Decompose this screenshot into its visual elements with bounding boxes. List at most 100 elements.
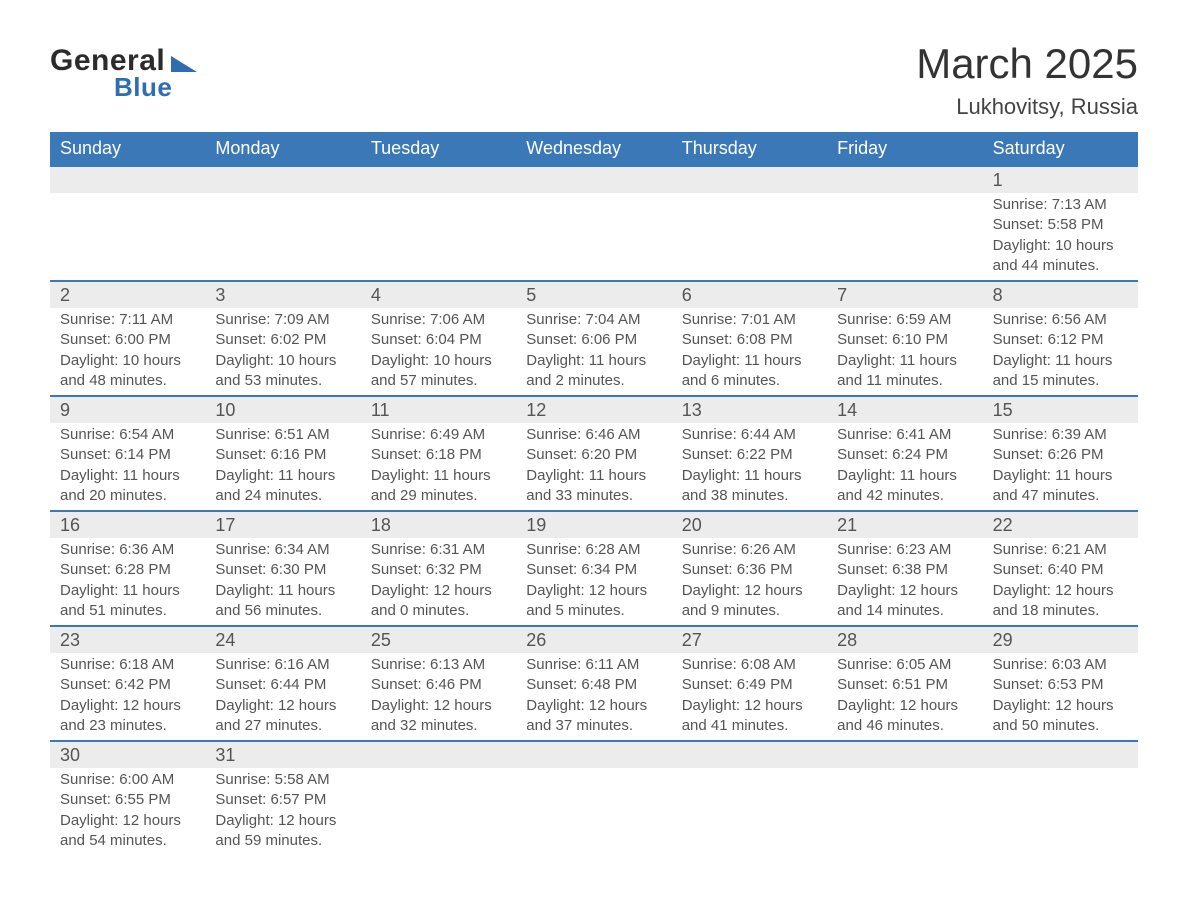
sunrise-line: Sunrise: 7:11 AM bbox=[60, 310, 195, 330]
sunset-line: Sunset: 5:58 PM bbox=[993, 215, 1128, 235]
sunset-line: Sunset: 6:22 PM bbox=[682, 445, 817, 465]
daylight-line: Daylight: 10 hours and 57 minutes. bbox=[371, 351, 506, 392]
daylight-line: Daylight: 10 hours and 44 minutes. bbox=[993, 236, 1128, 277]
day-number bbox=[983, 742, 1138, 768]
weekday-header: Tuesday bbox=[361, 132, 516, 165]
day-detail: Sunrise: 6:41 AMSunset: 6:24 PMDaylight:… bbox=[827, 423, 982, 510]
day-number: 8 bbox=[983, 282, 1138, 308]
day-detail: Sunrise: 7:11 AMSunset: 6:00 PMDaylight:… bbox=[50, 308, 205, 395]
day-number: 12 bbox=[516, 397, 671, 423]
day-detail: Sunrise: 6:59 AMSunset: 6:10 PMDaylight:… bbox=[827, 308, 982, 395]
sunset-line: Sunset: 6:08 PM bbox=[682, 330, 817, 350]
sunrise-line: Sunrise: 6:59 AM bbox=[837, 310, 972, 330]
day-detail bbox=[361, 193, 516, 280]
sunrise-line: Sunrise: 6:18 AM bbox=[60, 655, 195, 675]
day-number: 13 bbox=[672, 397, 827, 423]
day-number: 14 bbox=[827, 397, 982, 423]
daylight-line: Daylight: 12 hours and 46 minutes. bbox=[837, 696, 972, 737]
daylight-line: Daylight: 11 hours and 29 minutes. bbox=[371, 466, 506, 507]
sunset-line: Sunset: 6:53 PM bbox=[993, 675, 1128, 695]
daylight-line: Daylight: 12 hours and 14 minutes. bbox=[837, 581, 972, 622]
day-detail: Sunrise: 6:39 AMSunset: 6:26 PMDaylight:… bbox=[983, 423, 1138, 510]
day-number bbox=[205, 167, 360, 193]
daylight-line: Daylight: 11 hours and 15 minutes. bbox=[993, 351, 1128, 392]
day-detail: Sunrise: 6:56 AMSunset: 6:12 PMDaylight:… bbox=[983, 308, 1138, 395]
sunset-line: Sunset: 6:30 PM bbox=[215, 560, 350, 580]
day-number bbox=[50, 167, 205, 193]
sunset-line: Sunset: 6:32 PM bbox=[371, 560, 506, 580]
day-detail: Sunrise: 5:58 AMSunset: 6:57 PMDaylight:… bbox=[205, 768, 360, 855]
sunset-line: Sunset: 6:12 PM bbox=[993, 330, 1128, 350]
daylight-line: Daylight: 12 hours and 18 minutes. bbox=[993, 581, 1128, 622]
daylight-line: Daylight: 11 hours and 56 minutes. bbox=[215, 581, 350, 622]
day-number: 18 bbox=[361, 512, 516, 538]
sunrise-line: Sunrise: 6:05 AM bbox=[837, 655, 972, 675]
day-detail bbox=[672, 768, 827, 855]
daylight-line: Daylight: 12 hours and 41 minutes. bbox=[682, 696, 817, 737]
weekday-header: Sunday bbox=[50, 132, 205, 165]
day-number bbox=[827, 742, 982, 768]
day-detail: Sunrise: 7:04 AMSunset: 6:06 PMDaylight:… bbox=[516, 308, 671, 395]
day-number: 15 bbox=[983, 397, 1138, 423]
daylight-line: Daylight: 10 hours and 53 minutes. bbox=[215, 351, 350, 392]
day-number: 3 bbox=[205, 282, 360, 308]
sunset-line: Sunset: 6:34 PM bbox=[526, 560, 661, 580]
daynum-row: 16171819202122 bbox=[50, 510, 1138, 538]
day-number: 26 bbox=[516, 627, 671, 653]
sunrise-line: Sunrise: 6:36 AM bbox=[60, 540, 195, 560]
sunrise-line: Sunrise: 6:08 AM bbox=[682, 655, 817, 675]
day-number bbox=[672, 167, 827, 193]
sunrise-line: Sunrise: 6:31 AM bbox=[371, 540, 506, 560]
day-number: 28 bbox=[827, 627, 982, 653]
day-number: 9 bbox=[50, 397, 205, 423]
daylight-line: Daylight: 11 hours and 42 minutes. bbox=[837, 466, 972, 507]
day-detail bbox=[672, 193, 827, 280]
day-detail bbox=[827, 193, 982, 280]
detail-row: Sunrise: 6:36 AMSunset: 6:28 PMDaylight:… bbox=[50, 538, 1138, 625]
day-number: 31 bbox=[205, 742, 360, 768]
day-detail: Sunrise: 6:34 AMSunset: 6:30 PMDaylight:… bbox=[205, 538, 360, 625]
month-title: March 2025 bbox=[916, 40, 1138, 88]
daylight-line: Daylight: 12 hours and 0 minutes. bbox=[371, 581, 506, 622]
day-number: 11 bbox=[361, 397, 516, 423]
day-detail: Sunrise: 6:54 AMSunset: 6:14 PMDaylight:… bbox=[50, 423, 205, 510]
daylight-line: Daylight: 12 hours and 37 minutes. bbox=[526, 696, 661, 737]
day-number bbox=[361, 742, 516, 768]
day-detail bbox=[50, 193, 205, 280]
day-detail: Sunrise: 7:13 AMSunset: 5:58 PMDaylight:… bbox=[983, 193, 1138, 280]
day-number: 23 bbox=[50, 627, 205, 653]
sunrise-line: Sunrise: 6:00 AM bbox=[60, 770, 195, 790]
day-detail: Sunrise: 6:05 AMSunset: 6:51 PMDaylight:… bbox=[827, 653, 982, 740]
sunset-line: Sunset: 6:24 PM bbox=[837, 445, 972, 465]
sunset-line: Sunset: 6:02 PM bbox=[215, 330, 350, 350]
sunrise-line: Sunrise: 6:16 AM bbox=[215, 655, 350, 675]
day-number bbox=[516, 742, 671, 768]
day-detail: Sunrise: 7:01 AMSunset: 6:08 PMDaylight:… bbox=[672, 308, 827, 395]
daylight-line: Daylight: 11 hours and 6 minutes. bbox=[682, 351, 817, 392]
sunset-line: Sunset: 6:36 PM bbox=[682, 560, 817, 580]
day-number: 25 bbox=[361, 627, 516, 653]
day-number bbox=[672, 742, 827, 768]
sunrise-line: Sunrise: 5:58 AM bbox=[215, 770, 350, 790]
daynum-row: 9101112131415 bbox=[50, 395, 1138, 423]
day-detail: Sunrise: 6:18 AMSunset: 6:42 PMDaylight:… bbox=[50, 653, 205, 740]
sunrise-line: Sunrise: 6:51 AM bbox=[215, 425, 350, 445]
day-number: 7 bbox=[827, 282, 982, 308]
daynum-row: 23242526272829 bbox=[50, 625, 1138, 653]
daylight-line: Daylight: 12 hours and 23 minutes. bbox=[60, 696, 195, 737]
weekday-header-row: SundayMondayTuesdayWednesdayThursdayFrid… bbox=[50, 132, 1138, 165]
day-detail: Sunrise: 6:13 AMSunset: 6:46 PMDaylight:… bbox=[361, 653, 516, 740]
sunrise-line: Sunrise: 6:54 AM bbox=[60, 425, 195, 445]
sunset-line: Sunset: 6:42 PM bbox=[60, 675, 195, 695]
day-number: 1 bbox=[983, 167, 1138, 193]
day-detail: Sunrise: 6:11 AMSunset: 6:48 PMDaylight:… bbox=[516, 653, 671, 740]
detail-row: Sunrise: 7:13 AMSunset: 5:58 PMDaylight:… bbox=[50, 193, 1138, 280]
sunset-line: Sunset: 6:18 PM bbox=[371, 445, 506, 465]
sunrise-line: Sunrise: 6:11 AM bbox=[526, 655, 661, 675]
day-detail: Sunrise: 6:08 AMSunset: 6:49 PMDaylight:… bbox=[672, 653, 827, 740]
sunset-line: Sunset: 6:40 PM bbox=[993, 560, 1128, 580]
sunset-line: Sunset: 6:16 PM bbox=[215, 445, 350, 465]
sunset-line: Sunset: 6:00 PM bbox=[60, 330, 195, 350]
day-detail: Sunrise: 6:16 AMSunset: 6:44 PMDaylight:… bbox=[205, 653, 360, 740]
sunrise-line: Sunrise: 7:04 AM bbox=[526, 310, 661, 330]
